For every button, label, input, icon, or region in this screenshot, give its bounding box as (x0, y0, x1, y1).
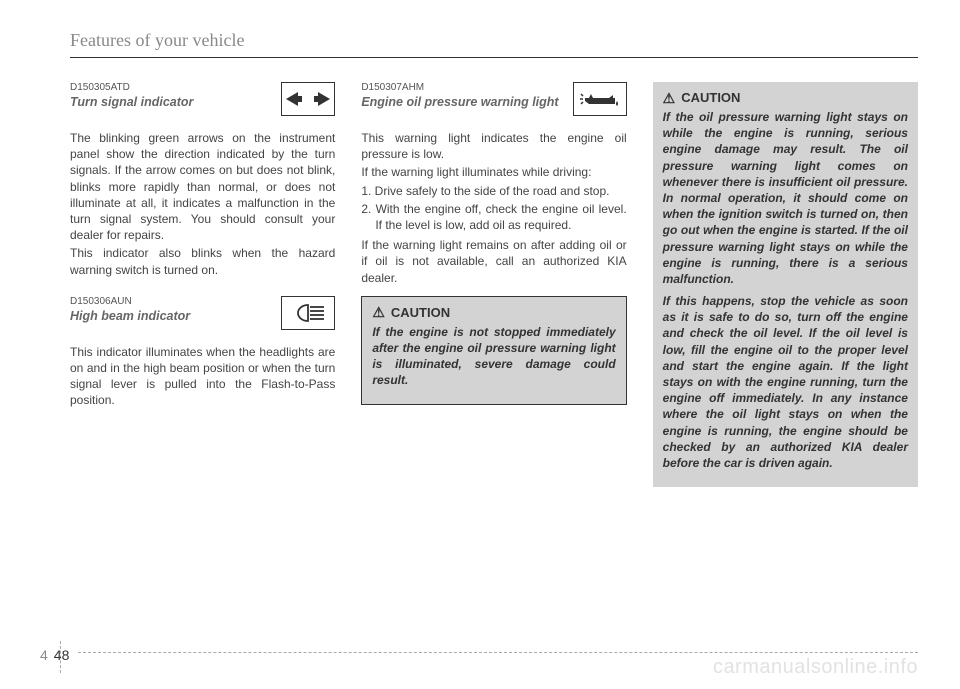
header-rule (70, 57, 918, 58)
caution-text: If the engine is not stopped immediately… (372, 324, 615, 389)
caution-label: CAUTION (391, 305, 450, 320)
column-2: D150307AHM Engine oil pressure warning l… (361, 82, 626, 487)
caution-label: CAUTION (681, 90, 740, 105)
column-3: ⚠ CAUTION If the oil pressure warning li… (653, 82, 918, 487)
section-code: D150306AUN (70, 296, 190, 307)
chapter-number: 4 (40, 647, 48, 663)
paragraph: If the warning light illuminates while d… (361, 164, 626, 180)
warning-icon: ⚠ (372, 305, 385, 319)
turn-signal-icon (281, 82, 335, 116)
high-beam-heading: D150306AUN High beam indicator (70, 296, 190, 325)
paragraph: If the oil pressure warning light stays … (663, 109, 908, 287)
column-1: D150305ATD Turn signal indicator The bli… (70, 82, 335, 487)
paragraph: This warning light indicates the engine … (361, 130, 626, 162)
oil-pressure-icon (573, 82, 627, 116)
footer-dotted-rule (78, 652, 918, 653)
step-item: 2. With the engine off, check the engine… (361, 201, 626, 233)
caution-box-large: ⚠ CAUTION If the oil pressure warning li… (653, 82, 918, 487)
paragraph: If this happens, stop the vehicle as soo… (663, 293, 908, 471)
paragraph: If the warning light remains on after ad… (361, 237, 626, 286)
caution-heading: ⚠ CAUTION (372, 305, 615, 320)
page-number: 48 (54, 647, 70, 663)
warning-icon: ⚠ (663, 91, 676, 105)
watermark: carmanualsonline.info (713, 656, 918, 679)
oil-pressure-text: This warning light indicates the engine … (361, 130, 626, 286)
high-beam-section-head: D150306AUN High beam indicator (70, 296, 335, 330)
content-columns: D150305ATD Turn signal indicator The bli… (70, 82, 918, 487)
turn-signal-text: The blinking green arrows on the instrum… (70, 130, 335, 278)
caution-heading: ⚠ CAUTION (663, 90, 908, 105)
turn-signal-heading: D150305ATD Turn signal indicator (70, 82, 193, 111)
section-code: D150307AHM (361, 82, 558, 93)
step-item: 1. Drive safely to the side of the road … (361, 183, 626, 199)
section-title: High beam indicator (70, 309, 190, 325)
section-title: Engine oil pressure warning light (361, 95, 558, 111)
oil-pressure-heading: D150307AHM Engine oil pressure warning l… (361, 82, 558, 111)
caution-text: If the oil pressure warning light stays … (663, 109, 908, 471)
paragraph: If the engine is not stopped immediately… (372, 324, 615, 389)
oil-pressure-section-head: D150307AHM Engine oil pressure warning l… (361, 82, 626, 116)
steps-list: 1. Drive safely to the side of the road … (361, 183, 626, 234)
paragraph: This indicator also blinks when the haza… (70, 245, 335, 277)
turn-signal-section-head: D150305ATD Turn signal indicator (70, 82, 335, 116)
page-header: Features of your vehicle (70, 30, 918, 51)
page-footer: 4 48 (40, 647, 69, 663)
high-beam-text: This indicator illuminates when the head… (70, 344, 335, 409)
caution-box-small: ⚠ CAUTION If the engine is not stopped i… (361, 296, 626, 406)
paragraph: The blinking green arrows on the instrum… (70, 130, 335, 243)
section-title: Turn signal indicator (70, 95, 193, 111)
paragraph: This indicator illuminates when the head… (70, 344, 335, 409)
section-code: D150305ATD (70, 82, 193, 93)
high-beam-icon (281, 296, 335, 330)
